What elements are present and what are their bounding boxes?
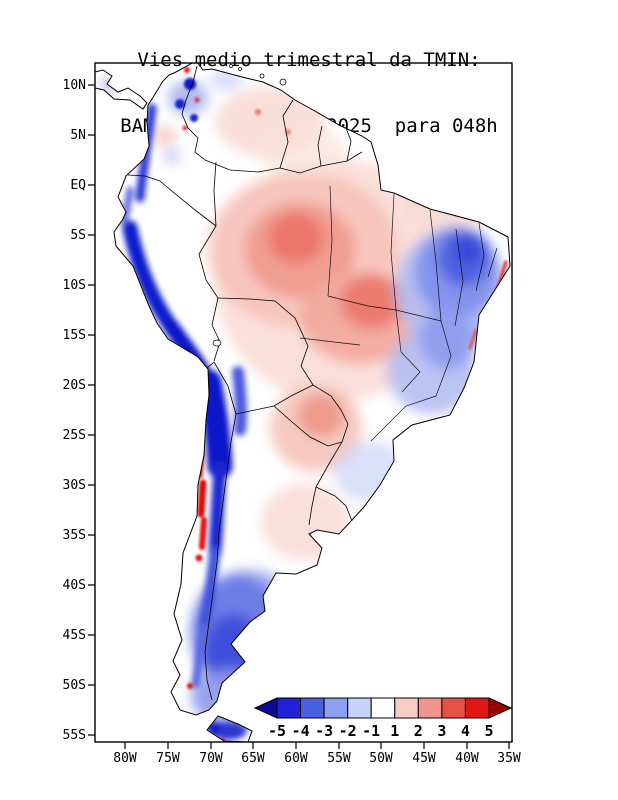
islands bbox=[212, 64, 287, 347]
colorbar-tick-label: -1 bbox=[362, 722, 380, 740]
lat-tick-label: 10S bbox=[63, 278, 86, 293]
colorbar-right-arrow bbox=[488, 697, 513, 719]
lat-tick-label: 45S bbox=[63, 628, 86, 643]
colorbar-cell bbox=[417, 697, 443, 719]
map-frame bbox=[94, 62, 513, 743]
colorbar-cell bbox=[370, 697, 396, 719]
lat-tick-label: 5S bbox=[70, 228, 86, 243]
colorbar-cell bbox=[347, 697, 372, 719]
colorbar-tick-label: 2 bbox=[414, 722, 423, 740]
colorbar-tick-label: 1 bbox=[390, 722, 399, 740]
colorbar-tick-label: 4 bbox=[461, 722, 470, 740]
lat-tick-label: 40S bbox=[63, 578, 86, 593]
lat-tick-label: 15S bbox=[63, 328, 86, 343]
colorbar-tick-label: -2 bbox=[339, 722, 357, 740]
bias-field-broad-regions bbox=[101, 70, 505, 725]
plot-title-line1: Vies medio trimestral da TMIN: bbox=[137, 49, 481, 71]
colorbar-cell bbox=[464, 697, 490, 719]
lon-tick-label: 45W bbox=[412, 751, 436, 766]
lat-tick-label: 25S bbox=[63, 428, 86, 443]
lon-tick-label: 65W bbox=[241, 751, 265, 766]
colorbar-tick-label: -3 bbox=[315, 722, 333, 740]
lon-tick-label: 75W bbox=[156, 751, 180, 766]
lat-tick-label: 5N bbox=[70, 128, 86, 143]
colorbar-cell bbox=[394, 697, 419, 719]
latitude-axis: 10N 5N EQ 5S 10S 15S 20S 25S 30S 35S 40S… bbox=[63, 78, 95, 743]
panama-coastline bbox=[95, 69, 148, 110]
lon-ticks bbox=[124, 742, 510, 749]
colorbar-tick-label: -4 bbox=[292, 722, 310, 740]
lat-tick-label: 50S bbox=[63, 678, 86, 693]
colorbar-tick-label: 3 bbox=[437, 722, 446, 740]
longitude-axis: 80W 75W 70W 65W 60W 55W 50W 45W 40W 35W bbox=[113, 742, 521, 766]
colorbar-cell bbox=[276, 697, 302, 719]
lat-tick-label: 30S bbox=[63, 478, 86, 493]
lat-tick-label: 35S bbox=[63, 528, 86, 543]
bias-field bbox=[95, 63, 510, 742]
colorbar-tick-label: -5 bbox=[268, 722, 286, 740]
lat-tick-label: EQ bbox=[70, 178, 86, 193]
south-america-coastline bbox=[113, 63, 511, 716]
colorbar-cell bbox=[323, 697, 349, 719]
lon-tick-label: 40W bbox=[455, 751, 479, 766]
map-area bbox=[95, 63, 511, 742]
colorbar-left-arrow bbox=[253, 697, 278, 719]
colorbar-cell bbox=[441, 697, 466, 719]
andes-cold-bias-band bbox=[120, 103, 248, 740]
country-borders bbox=[127, 65, 363, 701]
colorbar-tick-label: 5 bbox=[484, 722, 493, 740]
lat-tick-label: 55S bbox=[63, 728, 86, 743]
lon-tick-label: 35W bbox=[497, 751, 521, 766]
lon-tick-label: 55W bbox=[327, 751, 351, 766]
lon-tick-label: 70W bbox=[199, 751, 223, 766]
lake-titicaca bbox=[212, 339, 222, 347]
colorbar: -5 -4 -3 -2 -1 1 2 3 4 5 bbox=[253, 697, 513, 740]
lat-ticks bbox=[88, 84, 95, 736]
tierra-del-fuego-coastline bbox=[206, 715, 253, 742]
lat-tick-label: 10N bbox=[63, 78, 86, 93]
colorbar-cell bbox=[300, 697, 325, 719]
lon-tick-label: 60W bbox=[284, 751, 308, 766]
state-borders bbox=[299, 185, 498, 442]
coastlines bbox=[95, 63, 511, 742]
lat-tick-label: 20S bbox=[63, 378, 86, 393]
lon-tick-label: 50W bbox=[369, 751, 393, 766]
lon-tick-label: 80W bbox=[113, 751, 137, 766]
